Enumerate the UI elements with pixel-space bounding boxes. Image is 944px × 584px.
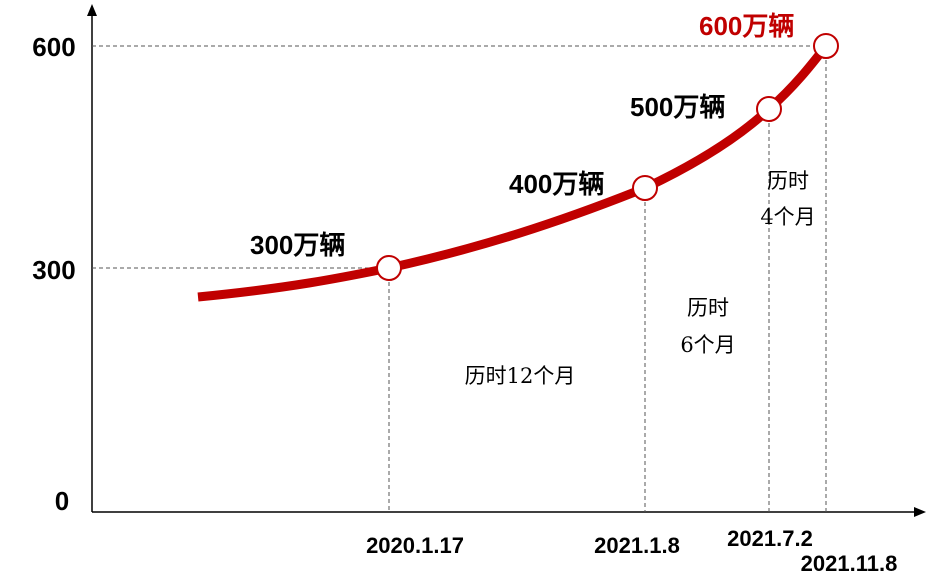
point-label-300: 300万辆 xyxy=(250,230,345,260)
point-marker-400 xyxy=(633,176,657,200)
x-date-2021-11-8: 2021.11.8 xyxy=(801,551,898,576)
duration-annotation-4-months-line2: 4个月 xyxy=(760,205,815,229)
duration-annotation-12-months: 历时12个月 xyxy=(465,364,576,388)
y-tick-300: 300 xyxy=(32,255,75,285)
y-axis-arrow-icon xyxy=(87,4,97,16)
duration-annotation-6-months-line2: 6个月 xyxy=(680,333,735,357)
point-label-400: 400万辆 xyxy=(509,169,604,199)
point-marker-300 xyxy=(377,256,401,280)
x-date-2020-1-17: 2020.1.17 xyxy=(366,533,464,558)
point-label-500: 500万辆 xyxy=(630,92,725,122)
duration-annotation-4-months-line1: 历时 xyxy=(767,169,809,193)
y-tick-0: 0 xyxy=(55,486,69,516)
x-axis-arrow-icon xyxy=(914,507,926,517)
duration-annotation-6-months-line1: 历时 xyxy=(687,296,729,320)
x-date-2021-1-8: 2021.1.8 xyxy=(594,533,680,558)
point-label-600: 600万辆 xyxy=(699,11,794,41)
x-date-2021-7-2: 2021.7.2 xyxy=(727,526,813,551)
point-marker-500 xyxy=(757,97,781,121)
point-marker-600 xyxy=(814,34,838,58)
y-tick-600: 600 xyxy=(32,32,75,62)
